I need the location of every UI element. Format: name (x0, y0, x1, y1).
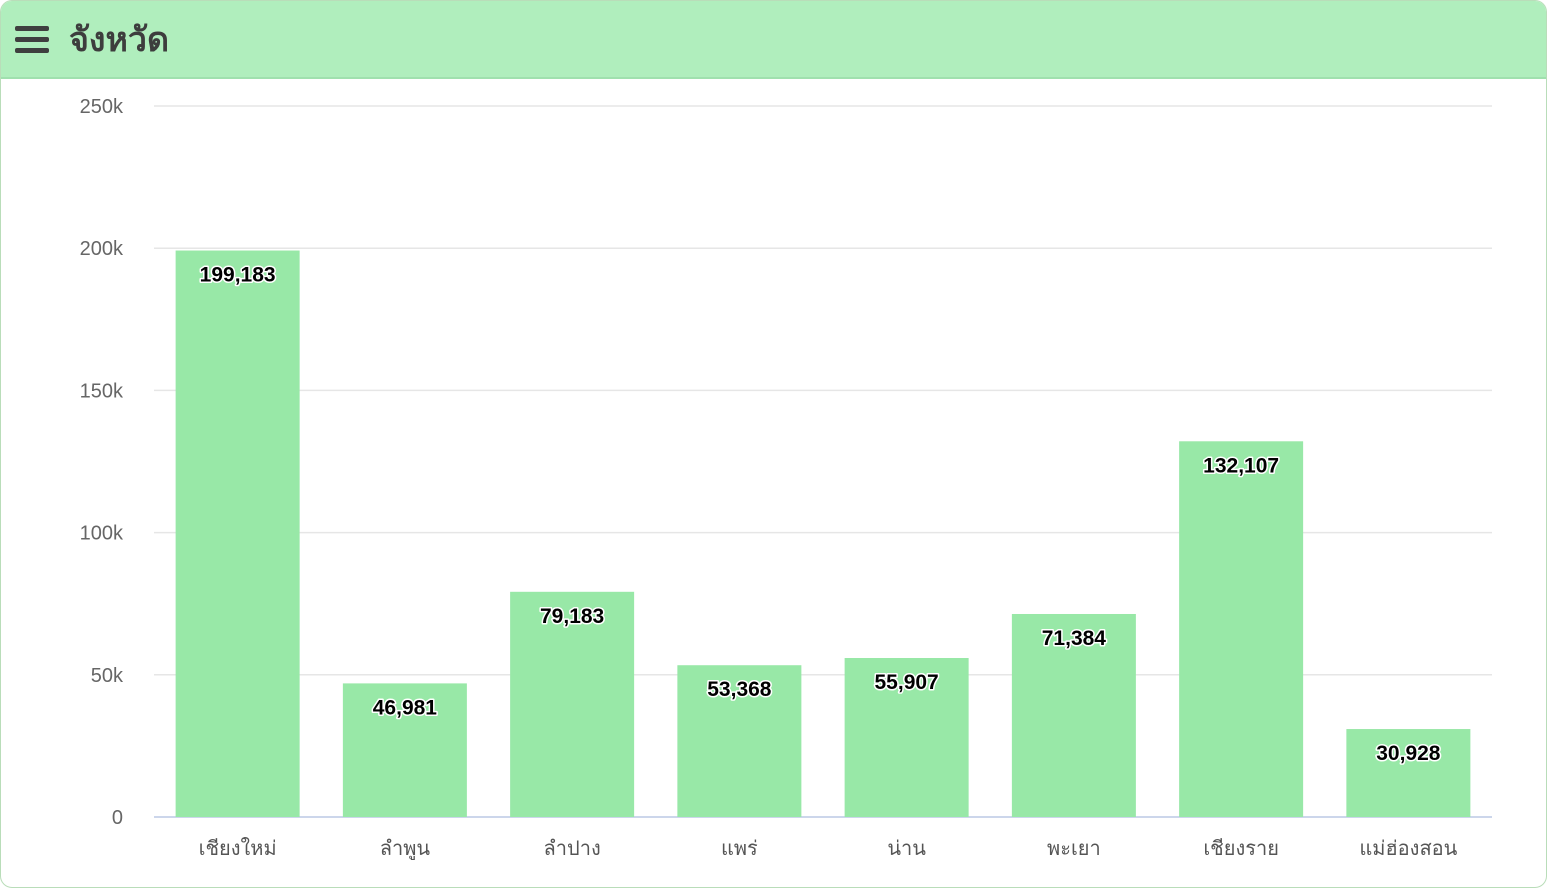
bar[interactable] (342, 683, 467, 817)
y-tick-label: 100k (80, 523, 124, 545)
bar[interactable] (844, 658, 969, 817)
bar[interactable] (510, 591, 635, 817)
bar[interactable] (1011, 613, 1136, 817)
menu-line (15, 26, 49, 31)
menu-line (15, 48, 49, 53)
data-label: 46,981 (373, 696, 438, 719)
bar[interactable] (1346, 729, 1471, 817)
y-tick-label: 250k (80, 96, 124, 118)
x-tick-label: เชียงราย (1203, 836, 1279, 860)
y-tick-label: 150k (80, 380, 124, 402)
data-label: 132,107 (1203, 454, 1279, 477)
hamburger-menu-icon[interactable] (13, 23, 51, 57)
menu-line (15, 37, 49, 42)
data-label: 30,928 (1376, 742, 1441, 765)
bar[interactable] (677, 665, 802, 817)
data-label: 55,907 (875, 671, 939, 694)
data-label: 79,183 (540, 605, 604, 628)
bar[interactable] (175, 250, 300, 817)
y-tick-label: 0 (112, 807, 123, 829)
y-tick-label: 50k (91, 665, 124, 687)
chart-title: จังหวัด (69, 20, 170, 60)
x-tick-label: น่าน (887, 836, 926, 860)
x-tick-label: เชียงใหม่ (199, 836, 277, 860)
data-label: 199,183 (200, 264, 276, 287)
x-tick-label: ลำพูน (380, 836, 431, 861)
x-tick-label: แม่ฮ่องสอน (1359, 836, 1457, 860)
x-tick-label: พะเยา (1047, 836, 1101, 860)
y-tick-label: 200k (80, 238, 124, 260)
data-label: 53,368 (707, 678, 772, 701)
x-tick-label: ลำปาง (544, 836, 601, 860)
x-tick-label: แพร่ (721, 836, 758, 860)
data-label: 71,384 (1042, 627, 1107, 650)
chart-header: จังหวัด (1, 1, 1546, 79)
bar[interactable] (1179, 441, 1304, 817)
